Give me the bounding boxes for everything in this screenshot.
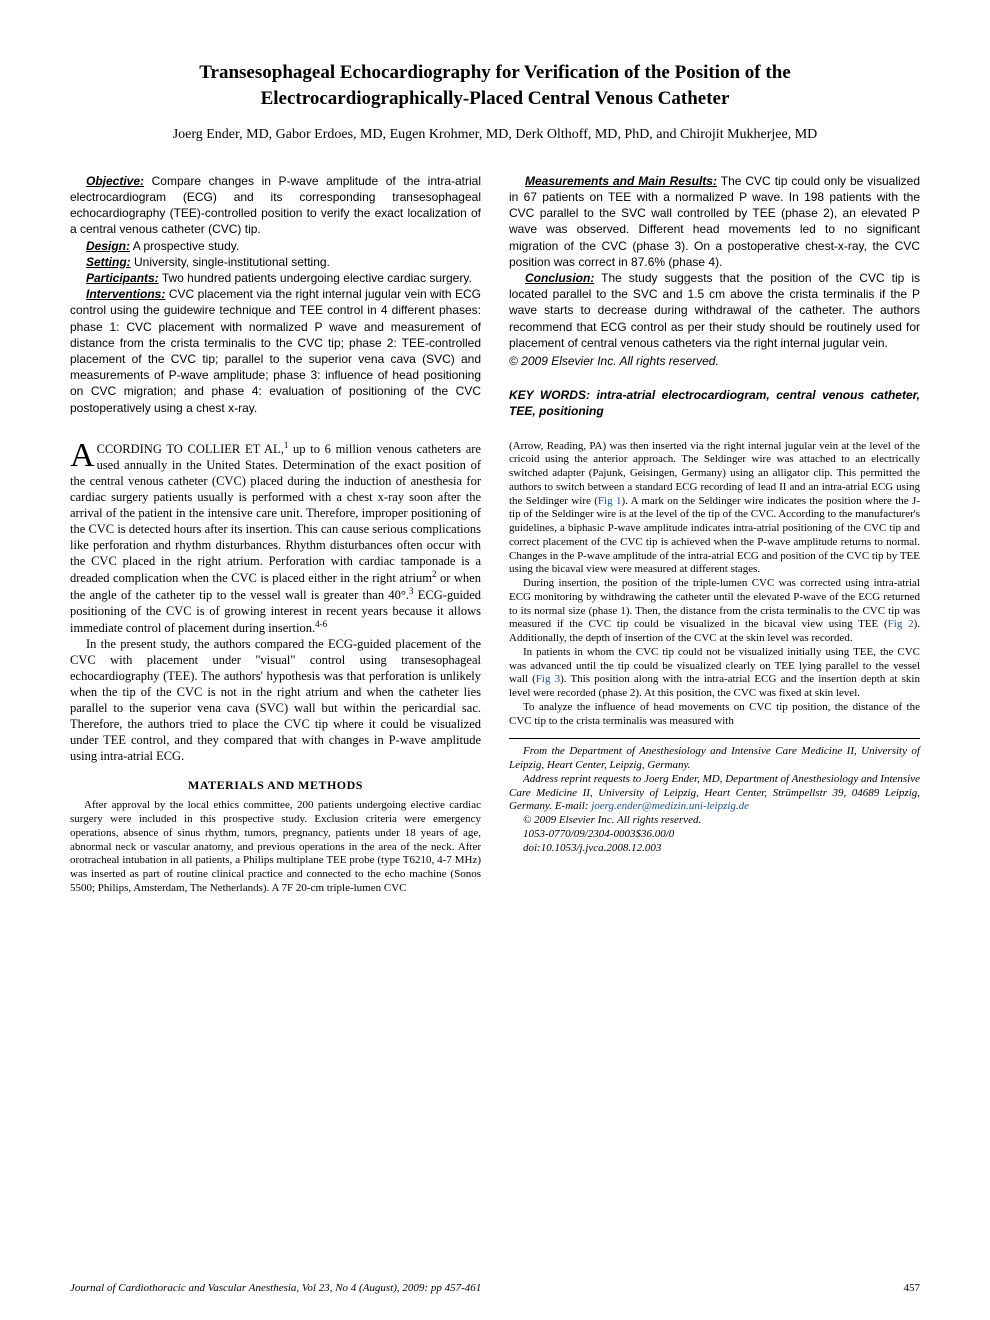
journal-citation: Journal of Cardiothoracic and Vascular A…	[70, 1282, 481, 1294]
fig1-link[interactable]: Fig 1	[598, 495, 622, 507]
affil-4: 1053-0770/09/2304-0003$36.00/0	[509, 828, 920, 842]
body-right: (Arrow, Reading, PA) was then inserted v…	[509, 440, 920, 896]
body-left: ACCORDING TO COLLIER ET AL,1 up to 6 mil…	[70, 440, 481, 896]
interventions-label: Interventions:	[86, 287, 165, 301]
interventions-text: CVC placement via the right internal jug…	[70, 287, 481, 414]
keywords-line: KEY WORDS: intra-atrial electrocardiogra…	[509, 387, 920, 419]
affil-5: doi:10.1053/j.jvca.2008.12.003	[509, 842, 920, 856]
copyright-line: © 2009 Elsevier Inc. All rights reserved…	[509, 353, 920, 369]
methods-block: After approval by the local ethics commi…	[70, 799, 481, 895]
setting-text: University, single-institutional setting…	[134, 255, 330, 269]
setting-label: Setting:	[86, 255, 131, 269]
results-text: The CVC tip could only be visualized in …	[509, 174, 920, 269]
p1-rest: up to 6 million venous catheters are use…	[70, 442, 481, 585]
affil-3: © 2009 Elsevier Inc. All rights reserved…	[509, 814, 920, 828]
body-columns: ACCORDING TO COLLIER ET AL,1 up to 6 mil…	[70, 440, 920, 896]
participants-label: Participants:	[86, 271, 159, 285]
body-left-p2: In the present study, the authors compar…	[70, 636, 481, 764]
affil-rule	[509, 738, 920, 739]
ref-4-6[interactable]: 4-6	[315, 619, 327, 629]
participants-text: Two hundred patients undergoing elective…	[162, 271, 472, 285]
design-label: Design:	[86, 239, 130, 253]
abstract-columns: Objective: Compare changes in P-wave amp…	[70, 173, 920, 420]
r-p4: To analyze the influence of head movemen…	[509, 701, 920, 729]
fig3-link[interactable]: Fig 3	[536, 673, 560, 685]
methods-heading: MATERIALS AND METHODS	[70, 778, 481, 793]
r-p2a: During insertion, the position of the tr…	[509, 577, 920, 630]
conclusion-label: Conclusion:	[525, 271, 594, 285]
abstract-left: Objective: Compare changes in P-wave amp…	[70, 173, 481, 420]
affil-1: From the Department of Anesthesiology an…	[509, 745, 920, 773]
lead-text: CCORDING TO COLLIER ET AL,	[97, 442, 284, 456]
methods-right: (Arrow, Reading, PA) was then inserted v…	[509, 440, 920, 729]
design-text: A prospective study.	[133, 239, 240, 253]
article-title: Transesophageal Echocardiography for Ver…	[70, 60, 920, 111]
results-label: Measurements and Main Results:	[525, 174, 717, 188]
authors-line: Joerg Ender, MD, Gabor Erdoes, MD, Eugen…	[70, 125, 920, 145]
methods-p1: After approval by the local ethics commi…	[70, 799, 481, 895]
abstract-right: Measurements and Main Results: The CVC t…	[509, 173, 920, 420]
email-link[interactable]: joerg.ender@medizin.uni-leipzig.de	[591, 800, 749, 812]
page-footer: Journal of Cardiothoracic and Vascular A…	[70, 1282, 920, 1294]
r-p3b: ). This position along with the intra-at…	[509, 673, 920, 699]
page-number: 457	[904, 1282, 921, 1294]
objective-label: Objective:	[86, 174, 144, 188]
affiliation-block: From the Department of Anesthesiology an…	[509, 745, 920, 855]
fig2-link[interactable]: Fig 2	[888, 618, 914, 630]
dropcap-a: A	[70, 440, 97, 471]
